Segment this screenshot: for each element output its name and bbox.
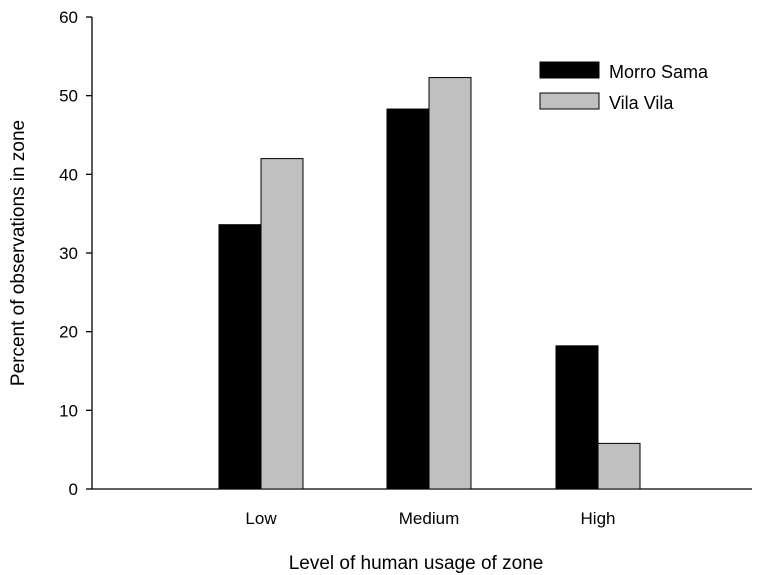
legend-label-vila-vila: Vila Vila [609,93,674,113]
bar-vila-vila-high [597,442,641,490]
bar-vila-vila-medium [428,77,472,490]
y-tick-label: 30 [59,244,78,263]
bar-morro-sama-medium [386,108,430,490]
bar-morro-sama-low [218,224,262,490]
x-tick-label: Low [245,509,277,528]
bar-morro-sama-high [555,345,599,490]
x-axis-title: Level of human usage of zone [289,553,544,574]
bar-vila-vila-low [260,158,304,490]
legend-swatch-vila-vila [539,92,600,110]
y-tick-label: 20 [59,323,78,342]
y-tick-label: 0 [69,480,78,499]
legend-label-morro-sama: Morro Sama [609,62,709,82]
y-tick-label: 10 [59,401,78,420]
bars [218,77,641,490]
y-axis-title: Percent of observations in zone [8,120,29,386]
y-tick-label: 40 [59,165,78,184]
legend-swatch-morro-sama [539,61,600,79]
y-tick-label: 50 [59,87,78,106]
x-tick-label: High [581,509,616,528]
y-tick-label: 60 [59,8,78,27]
x-tick-labels: Low Medium High [245,509,615,528]
y-axis: 0 10 20 30 40 50 60 [59,8,93,499]
legend: Morro Sama Vila Vila [539,61,709,113]
x-tick-label: Medium [399,509,459,528]
